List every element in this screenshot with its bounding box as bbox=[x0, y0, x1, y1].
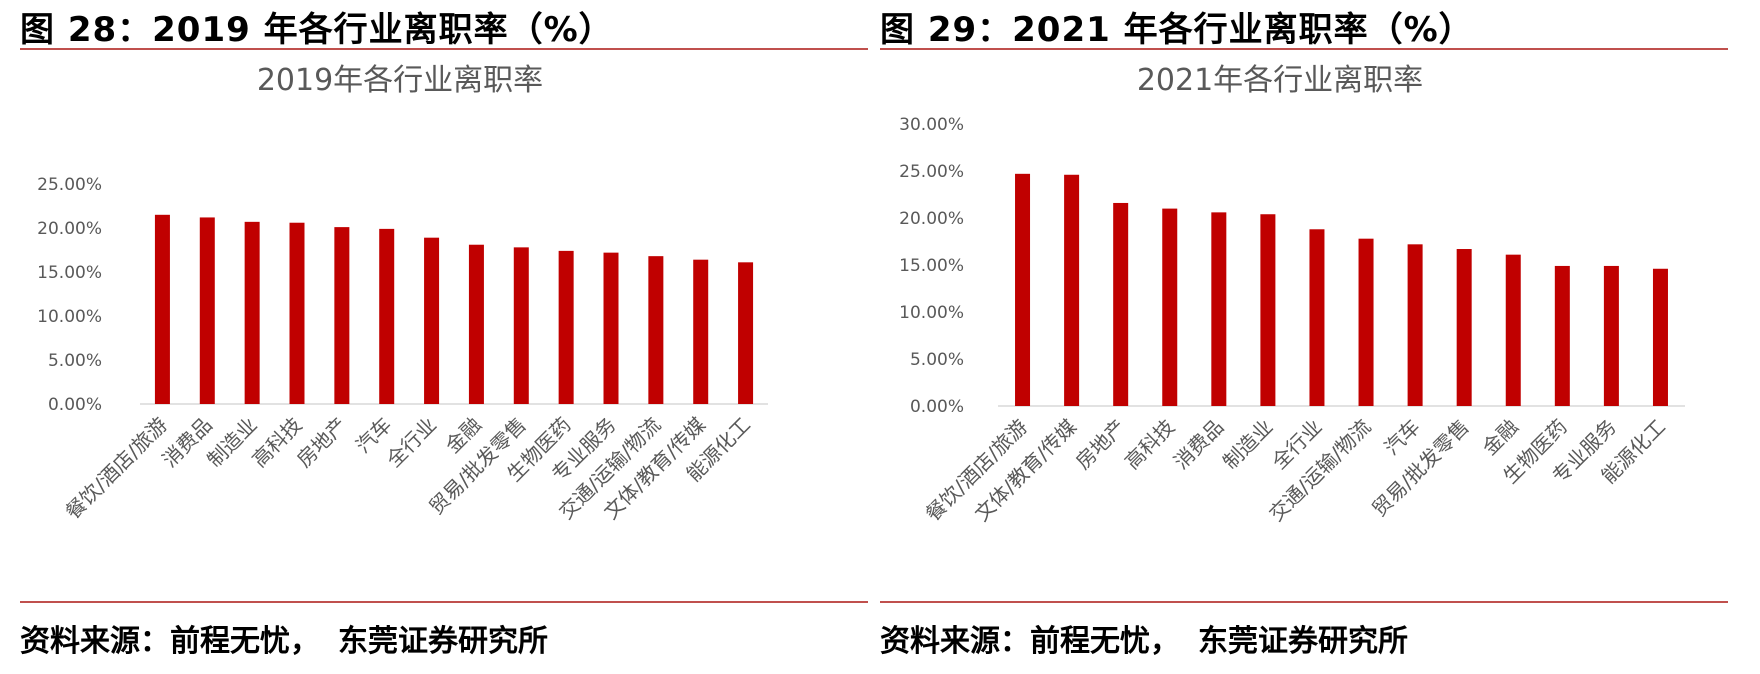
y-tick-label: 0.00% bbox=[910, 397, 964, 417]
bar bbox=[1652, 268, 1668, 406]
category-label: 房地产 bbox=[292, 413, 351, 472]
y-tick-label: 5.00% bbox=[48, 351, 102, 371]
bar bbox=[1407, 244, 1423, 406]
y-tick-label: 30.00% bbox=[899, 115, 964, 135]
bar bbox=[334, 227, 350, 404]
bar bbox=[154, 214, 170, 404]
source-divider bbox=[880, 601, 1728, 603]
source-note: 资料来源：前程无忧， 东莞证券研究所 bbox=[20, 616, 566, 660]
bar bbox=[738, 262, 754, 404]
figure-title: 图 28：2019 年各行业离职率（%） bbox=[20, 10, 614, 50]
bar bbox=[379, 228, 395, 404]
title-divider bbox=[20, 48, 868, 50]
category-label: 房地产 bbox=[1071, 415, 1130, 474]
chart-title: 2019年各行业离职率 bbox=[257, 63, 543, 98]
source-org: 东莞证券研究所 bbox=[338, 624, 548, 659]
y-tick-label: 0.00% bbox=[48, 395, 102, 415]
category-label: 餐饮/酒店/旅游 bbox=[61, 413, 172, 524]
y-tick-label: 20.00% bbox=[37, 219, 102, 239]
y-tick-label: 10.00% bbox=[899, 303, 964, 323]
bar bbox=[244, 221, 260, 404]
y-tick-label: 20.00% bbox=[899, 209, 964, 229]
bar bbox=[513, 247, 529, 404]
bar-chart-2021: 2021年各行业离职率 0.00% 5.00% 10.00% 15.00% 20.00% 2… bbox=[899, 63, 1685, 526]
bar bbox=[199, 217, 215, 404]
figure-title: 图 29：2021 年各行业离职率（%） bbox=[880, 10, 1474, 50]
source-note: 资料来源：前程无忧， 东莞证券研究所 bbox=[880, 616, 1426, 660]
bar-chart-2019: 2019年各行业离职率 0.00% 5.00% 10.00% 15.00% 20.00% 2… bbox=[37, 63, 768, 524]
y-tick-label: 10.00% bbox=[37, 307, 102, 327]
bar bbox=[1456, 249, 1472, 406]
bar bbox=[558, 250, 574, 404]
category-label: 消费品 bbox=[1169, 415, 1228, 474]
y-tick-label: 25.00% bbox=[899, 162, 964, 182]
bar bbox=[1113, 202, 1129, 406]
bar bbox=[1064, 174, 1080, 406]
bar bbox=[1015, 173, 1031, 406]
bar bbox=[1603, 265, 1619, 406]
bar bbox=[1211, 212, 1227, 406]
source-label: 资料来源：前程无忧， bbox=[880, 624, 1180, 659]
source-divider bbox=[20, 601, 868, 603]
y-tick-label: 15.00% bbox=[899, 256, 964, 276]
source-org: 东莞证券研究所 bbox=[1198, 624, 1408, 659]
bar bbox=[648, 256, 664, 404]
source-label: 资料来源：前程无忧， bbox=[20, 624, 320, 659]
chart-title: 2021年各行业离职率 bbox=[1137, 63, 1423, 98]
bar bbox=[289, 222, 305, 404]
y-tick-label: 15.00% bbox=[37, 263, 102, 283]
y-tick-label: 25.00% bbox=[37, 175, 102, 195]
category-label: 全行业 bbox=[382, 413, 441, 472]
bar bbox=[603, 252, 619, 404]
bar bbox=[1358, 238, 1374, 406]
bar bbox=[468, 244, 484, 404]
category-label: 制造业 bbox=[202, 413, 261, 472]
category-label: 高科技 bbox=[247, 413, 306, 472]
category-label: 消费品 bbox=[157, 413, 216, 472]
bar bbox=[1162, 208, 1178, 406]
category-label: 高科技 bbox=[1120, 415, 1179, 474]
bar bbox=[1505, 254, 1521, 406]
bar bbox=[693, 259, 709, 404]
category-label: 制造业 bbox=[1218, 415, 1277, 474]
bar bbox=[1309, 229, 1325, 406]
bar bbox=[1554, 265, 1570, 406]
y-tick-label: 5.00% bbox=[910, 350, 964, 370]
title-divider bbox=[880, 48, 1728, 50]
bar bbox=[1260, 214, 1276, 406]
chart-panel-2021: 图 29：2021 年各行业离职率（%） 2021年各行业离职率 0.00% 5.0… bbox=[880, 0, 1740, 674]
chart-panel-2019: 图 28：2019 年各行业离职率（%） 2019年各行业离职率 0.00% 5.0… bbox=[20, 0, 880, 674]
bar bbox=[424, 237, 440, 404]
